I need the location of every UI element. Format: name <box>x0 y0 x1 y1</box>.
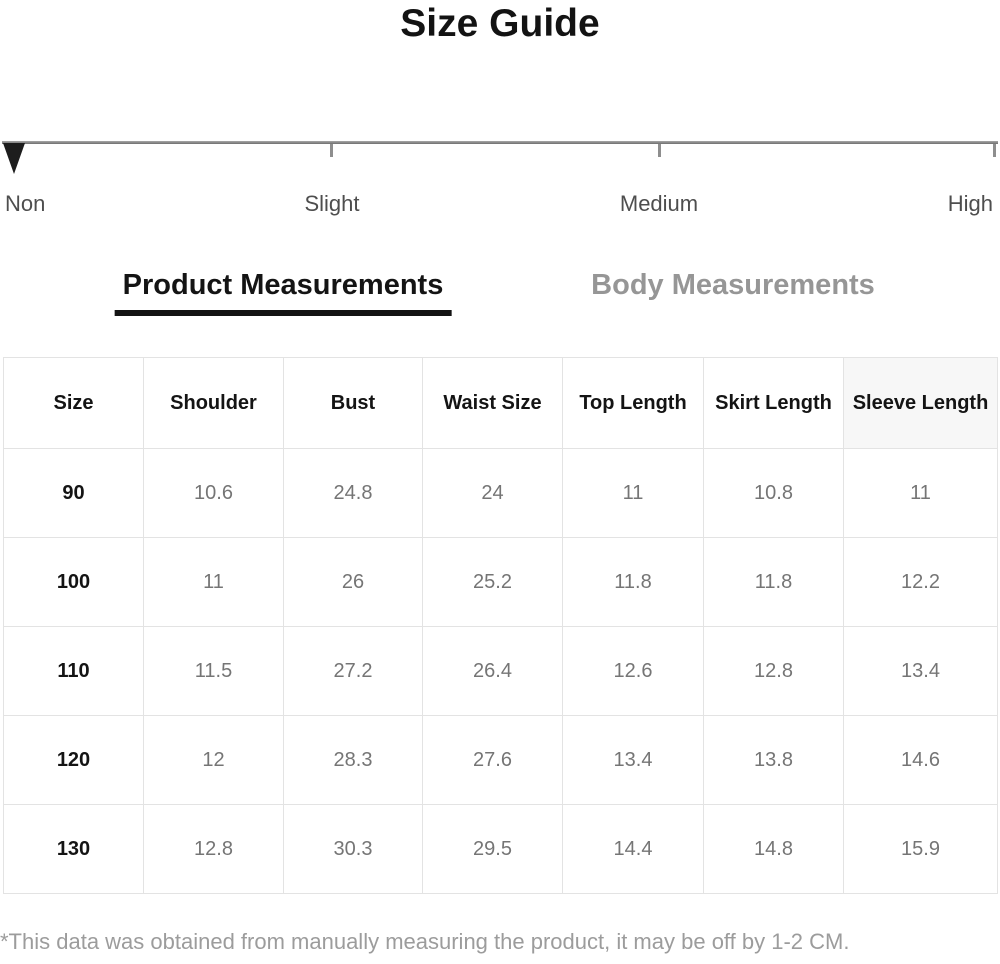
size-cell: 100 <box>3 537 144 627</box>
scale-tick-slight <box>330 144 333 157</box>
value-cell: 12.6 <box>562 626 704 716</box>
value-cell: 11 <box>143 537 284 627</box>
value-cell: 27.2 <box>283 626 423 716</box>
value-cell: 24.8 <box>283 448 423 538</box>
value-cell: 13.4 <box>843 626 998 716</box>
size-cell: 130 <box>3 804 144 894</box>
value-cell: 11.5 <box>143 626 284 716</box>
column-header-sleeve-length: Sleeve Length <box>843 357 998 449</box>
column-header-waist-size: Waist Size <box>422 357 563 449</box>
value-cell: 29.5 <box>422 804 563 894</box>
page-title: Size Guide <box>400 2 600 45</box>
size-cell: 90 <box>3 448 144 538</box>
table-row-size-90: 90 10.6 24.8 24 11 10.8 11 <box>3 448 998 538</box>
value-cell: 14.8 <box>703 804 844 894</box>
value-cell: 14.6 <box>843 715 998 805</box>
table-header-row: Size Shoulder Bust Waist Size Top Length… <box>3 357 998 449</box>
value-cell: 15.9 <box>843 804 998 894</box>
tab-product-measurements[interactable]: Product Measurements <box>114 269 452 316</box>
scale-label-non: Non <box>5 191 46 216</box>
value-cell: 12 <box>143 715 284 805</box>
size-table: Size Shoulder Bust Waist Size Top Length… <box>3 357 998 894</box>
value-cell: 13.8 <box>703 715 844 805</box>
table-row-size-120: 120 12 28.3 27.6 13.4 13.8 14.6 <box>3 715 998 805</box>
table-row-size-130: 130 12.8 30.3 29.5 14.4 14.8 15.9 <box>3 804 998 894</box>
value-cell: 24 <box>422 448 563 538</box>
value-cell: 26 <box>283 537 423 627</box>
footnote: *This data was obtained from manually me… <box>0 929 850 954</box>
value-cell: 28.3 <box>283 715 423 805</box>
scale-label-slight: Slight <box>304 191 360 216</box>
tab-body-measurements[interactable]: Body Measurements <box>591 269 875 301</box>
size-cell: 110 <box>3 626 144 716</box>
scale-label-high: High <box>947 191 993 216</box>
value-cell: 10.8 <box>703 448 844 538</box>
value-cell: 25.2 <box>422 537 563 627</box>
column-header-top-length: Top Length <box>562 357 704 449</box>
scale-tick-medium <box>658 144 661 157</box>
value-cell: 27.6 <box>422 715 563 805</box>
measurement-tabs: Product Measurements Body Measurements <box>0 269 1000 329</box>
value-cell: 11 <box>843 448 998 538</box>
table-row-size-100: 100 11 26 25.2 11.8 11.8 12.2 <box>3 537 998 627</box>
value-cell: 26.4 <box>422 626 563 716</box>
column-header-bust: Bust <box>283 357 423 449</box>
table-row-size-110: 110 11.5 27.2 26.4 12.6 12.8 13.4 <box>3 626 998 716</box>
triangle-down-marker-icon <box>3 143 25 174</box>
size-cell: 120 <box>3 715 144 805</box>
scale-label-medium: Medium <box>619 191 699 216</box>
value-cell: 12.8 <box>143 804 284 894</box>
column-header-shoulder: Shoulder <box>143 357 284 449</box>
scale-tick-end <box>993 144 996 157</box>
value-cell: 11.8 <box>703 537 844 627</box>
value-cell: 13.4 <box>562 715 704 805</box>
value-cell: 30.3 <box>283 804 423 894</box>
value-cell: 12.8 <box>703 626 844 716</box>
value-cell: 11 <box>562 448 704 538</box>
value-cell: 14.4 <box>562 804 704 894</box>
value-cell: 10.6 <box>143 448 284 538</box>
stretch-scale: Non Slight Medium High <box>0 141 1000 231</box>
value-cell: 12.2 <box>843 537 998 627</box>
column-header-size: Size <box>3 357 144 449</box>
scale-line <box>2 141 998 144</box>
value-cell: 11.8 <box>562 537 704 627</box>
column-header-skirt-length: Skirt Length <box>703 357 844 449</box>
